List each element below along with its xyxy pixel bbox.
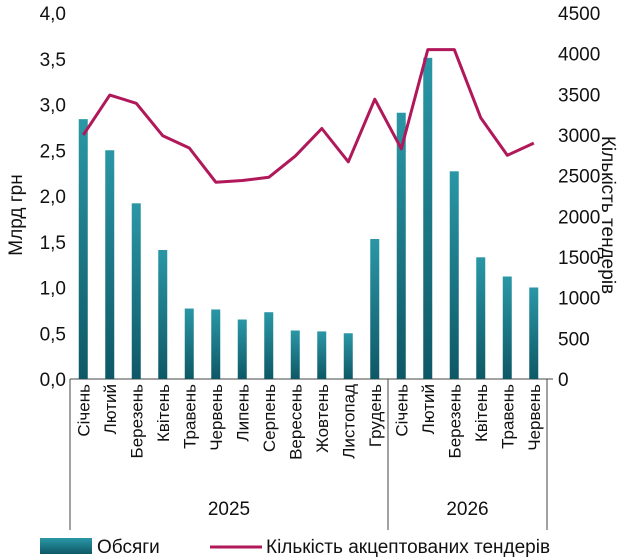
- x-tick-label: Лютий: [419, 384, 438, 434]
- bar: [78, 119, 88, 379]
- bar: [158, 249, 168, 379]
- bar: [476, 257, 486, 379]
- y-left-tick-label: 0,5: [40, 324, 66, 345]
- y-right-tick-label: 0: [558, 370, 569, 391]
- y-axis-right-label: Кількість тендерів: [597, 136, 618, 294]
- y-left-tick-label: 4,0: [40, 4, 66, 25]
- tender-count-line: [82, 48, 535, 184]
- y-right-tick-label: 2000: [558, 207, 600, 228]
- y-right-tick-label: 3000: [558, 126, 600, 147]
- x-tick-label: Серпень: [260, 384, 279, 452]
- bar: [396, 112, 406, 380]
- x-tick-label: Вересень: [286, 384, 305, 460]
- bar: [529, 287, 539, 379]
- y-left-tick-label: 2,0: [40, 187, 66, 208]
- bar: [105, 150, 115, 379]
- x-tick-label: Червень: [525, 384, 544, 451]
- bar: [211, 309, 221, 379]
- y-left-tick-label: 1,0: [40, 279, 66, 300]
- y-left-tick-label: 1,5: [40, 233, 66, 254]
- y-right-tick-label: 1500: [558, 248, 600, 269]
- bar: [423, 57, 433, 380]
- y-left-tick-label: 3,0: [40, 96, 66, 117]
- y-right-tick-label: 4500: [558, 4, 600, 25]
- bar: [502, 276, 512, 379]
- x-tick-label: Березень: [445, 384, 464, 459]
- y-right-tick-label: 500: [558, 329, 590, 350]
- y-left-tick-label: 3,5: [40, 50, 66, 71]
- bar: [449, 171, 459, 379]
- legend-swatch-bars: [40, 538, 92, 554]
- group-label: 2025: [208, 499, 250, 520]
- x-tick-label: Травень: [180, 384, 199, 449]
- y-right-tick-label: 1000: [558, 289, 600, 310]
- bar: [131, 203, 141, 379]
- legend: Обсяги Кількість акцептованих тендерів: [40, 537, 550, 558]
- bar: [370, 239, 380, 379]
- x-tick-label: Березень: [127, 384, 146, 459]
- bar: [184, 308, 194, 379]
- y-left-tick-label: 0,0: [40, 370, 66, 391]
- y-axis-left-label: Млрд грн: [6, 174, 27, 255]
- bar: [264, 312, 274, 379]
- x-tick-label: Жовтень: [313, 384, 332, 453]
- x-tick-label: Січень: [392, 384, 411, 437]
- x-tick-label: Липень: [233, 384, 252, 442]
- x-tick-label: Травень: [498, 384, 517, 449]
- group-label: 2026: [446, 499, 488, 520]
- y-left-tick-label: 2,5: [40, 141, 66, 162]
- x-tick-label: Квітень: [472, 384, 491, 442]
- bar: [237, 319, 247, 379]
- x-tick-label: Квітень: [154, 384, 173, 442]
- legend-label-bars: Обсяги: [97, 537, 160, 558]
- bar: [290, 330, 300, 379]
- bar: [343, 333, 353, 379]
- y-right-tick-label: 2500: [558, 167, 600, 188]
- x-tick-label: Червень: [207, 384, 226, 451]
- legend-label-line: Кількість акцептованих тендерів: [266, 537, 550, 558]
- bar: [317, 331, 327, 379]
- x-tick-label: Листопад: [339, 384, 358, 459]
- x-tick-label: Січень: [74, 384, 93, 437]
- y-right-tick-label: 4000: [558, 45, 600, 66]
- y-right-tick-label: 3500: [558, 85, 600, 106]
- x-tick-label: Грудень: [366, 384, 385, 447]
- x-tick-label: Лютий: [101, 384, 120, 434]
